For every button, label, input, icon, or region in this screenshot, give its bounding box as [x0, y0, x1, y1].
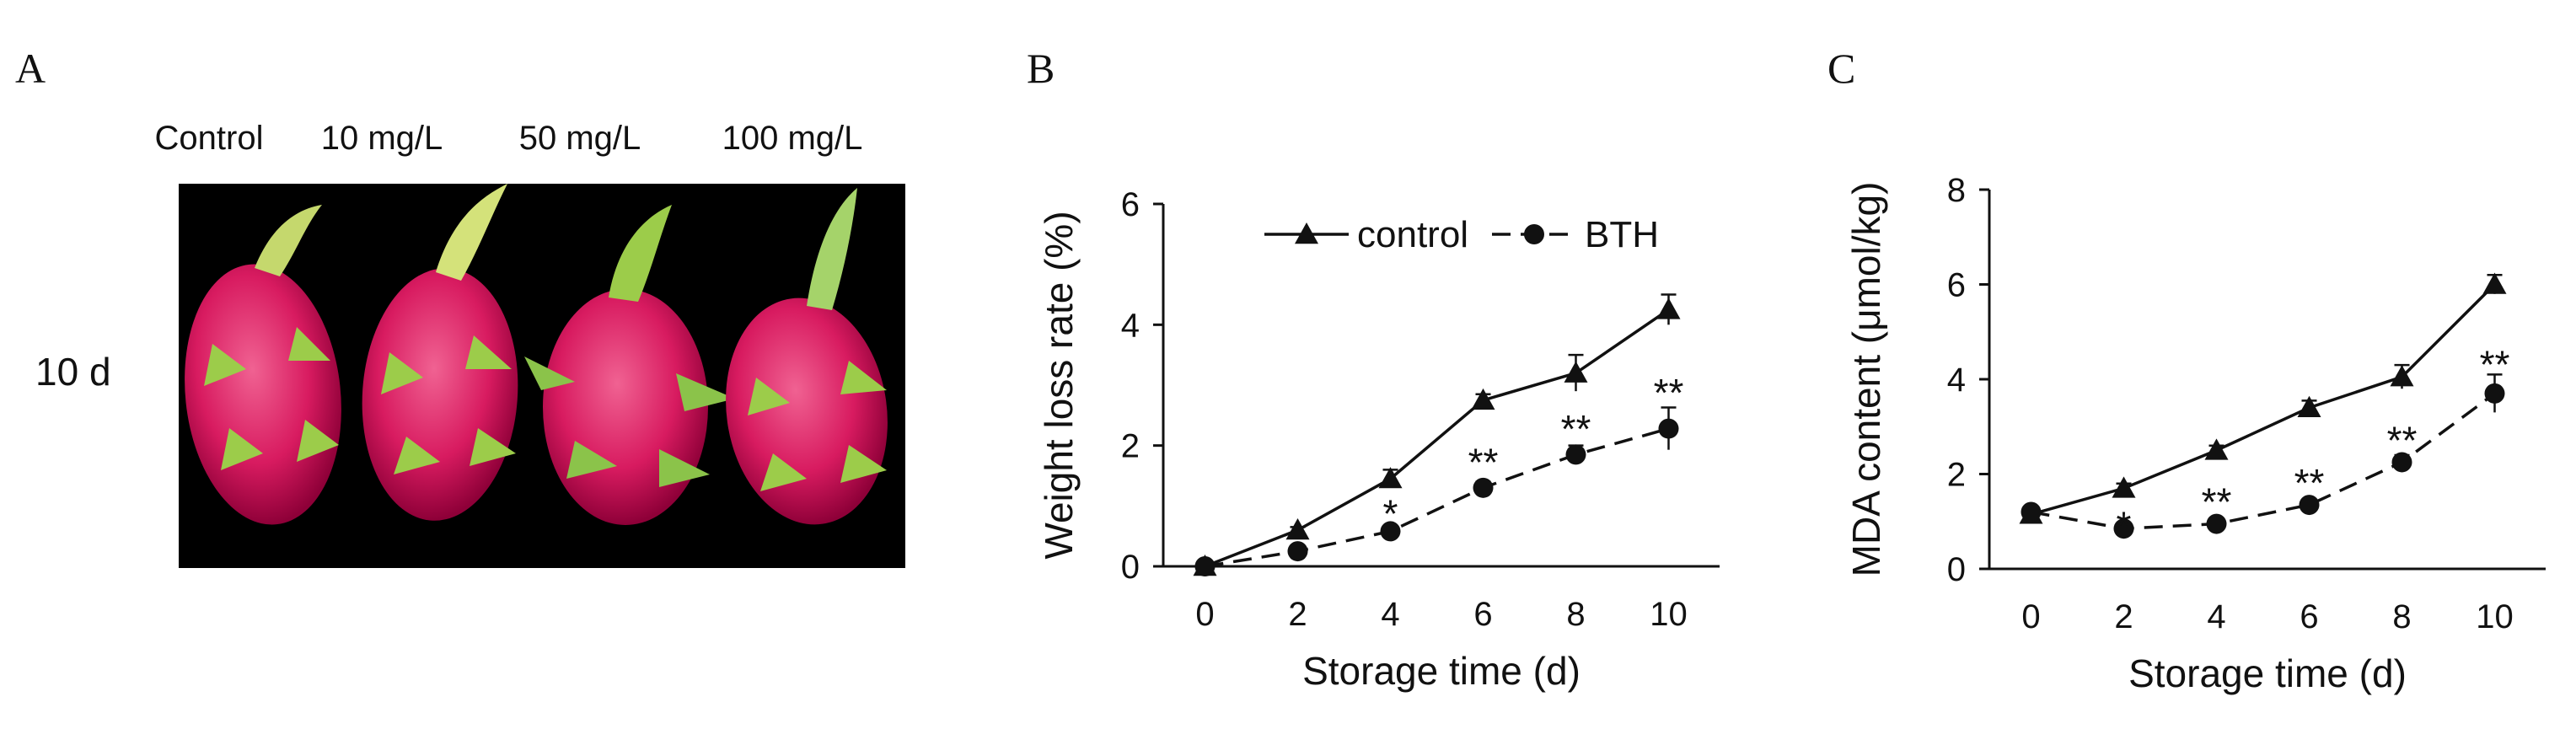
y-tick-label: 4 — [1947, 362, 1966, 399]
data-point-BTH — [2021, 501, 2042, 523]
x-tick-label: 2 — [1288, 596, 1307, 633]
legend-label-control: control — [1357, 214, 1468, 255]
data-point-BTH — [1658, 418, 1679, 439]
significance-label: ** — [1561, 407, 1591, 451]
x-tick-label: 6 — [2300, 598, 2318, 635]
series-line-control — [1204, 308, 1670, 568]
data-point-control — [1378, 467, 1403, 489]
data-point-BTH — [1473, 477, 1494, 498]
x-axis-label: Storage time (d) — [2128, 651, 2407, 695]
significance-label: ** — [1654, 371, 1684, 415]
data-point-BTH — [1565, 444, 1586, 465]
panel-b-letter: B — [1027, 45, 1055, 92]
dragon-fruit-50 — [524, 205, 735, 525]
data-point-BTH — [1380, 521, 1401, 542]
treatment-label-control: Control — [154, 120, 264, 157]
y-tick-label: 0 — [1947, 551, 1966, 588]
data-point-BTH — [1287, 541, 1308, 562]
y-tick-label: 4 — [1121, 307, 1140, 344]
significance-label: ** — [2202, 480, 2232, 523]
data-point-control — [1285, 518, 1310, 540]
legend-marker-control — [1295, 222, 1318, 244]
x-tick-label: 2 — [2114, 598, 2133, 635]
significance-label: * — [2117, 504, 2132, 548]
significance-label: ** — [1468, 441, 1499, 485]
x-tick-label: 10 — [1650, 596, 1688, 633]
x-tick-label: 4 — [2207, 598, 2225, 635]
dragon-fruit-100 — [726, 188, 888, 525]
x-axis-label: Storage time (d) — [1302, 649, 1580, 693]
x-tick-label: 0 — [1195, 596, 1214, 633]
data-point-BTH — [2484, 383, 2505, 404]
significance-label: * — [1383, 492, 1398, 536]
x-tick-label: 4 — [1381, 596, 1399, 633]
data-point-control — [2482, 272, 2507, 294]
treatment-label-10: 10 mg/L — [320, 120, 443, 157]
data-point-BTH — [2299, 495, 2320, 516]
x-tick-label: 6 — [1473, 596, 1492, 633]
data-point-control — [1656, 297, 1681, 319]
treatment-label-50: 50 mg/L — [518, 120, 641, 157]
legend-label-bth: BTH — [1585, 214, 1659, 255]
y-tick-label: 0 — [1121, 549, 1140, 586]
significance-label: ** — [2387, 418, 2418, 462]
series-line-control — [2031, 283, 2496, 516]
x-tick-label: 10 — [2476, 598, 2514, 635]
data-point-BTH — [2206, 513, 2227, 534]
y-tick-label: 2 — [1121, 428, 1140, 465]
y-tick-label: 6 — [1121, 186, 1140, 223]
data-point-control — [2112, 476, 2136, 498]
data-point-control — [1471, 388, 1495, 410]
data-point-control — [1564, 361, 1588, 383]
y-axis-label: MDA content (μmol/kg) — [1844, 182, 1888, 577]
data-point-BTH — [2391, 452, 2412, 473]
dragon-fruit-control — [185, 205, 341, 525]
x-tick-label: 0 — [2021, 598, 2040, 635]
fruit-photo — [179, 184, 905, 568]
significance-label: ** — [2480, 342, 2510, 386]
data-point-BTH — [2113, 518, 2134, 539]
y-axis-label: Weight loss rate (%) — [1037, 211, 1081, 559]
x-tick-label: 8 — [2392, 598, 2411, 635]
data-point-BTH — [1194, 556, 1216, 576]
x-tick-label: 8 — [1566, 596, 1585, 633]
series-line-BTH — [1205, 426, 1669, 568]
day-label: 10 d — [35, 350, 111, 394]
y-tick-label: 8 — [1947, 172, 1966, 209]
legend-marker-bth — [1524, 224, 1544, 244]
series-line-BTH — [2031, 392, 2496, 530]
y-tick-label: 2 — [1947, 457, 1966, 494]
dragon-fruit-10 — [362, 184, 518, 521]
panel-a-letter: A — [15, 45, 46, 92]
y-tick-label: 6 — [1947, 267, 1966, 304]
significance-label: ** — [2294, 461, 2325, 505]
panel-c-letter: C — [1827, 45, 1856, 92]
treatment-label-100: 100 mg/L — [722, 120, 863, 157]
data-point-control — [2390, 365, 2414, 387]
data-point-control — [2204, 438, 2229, 460]
data-point-control — [2297, 395, 2321, 417]
